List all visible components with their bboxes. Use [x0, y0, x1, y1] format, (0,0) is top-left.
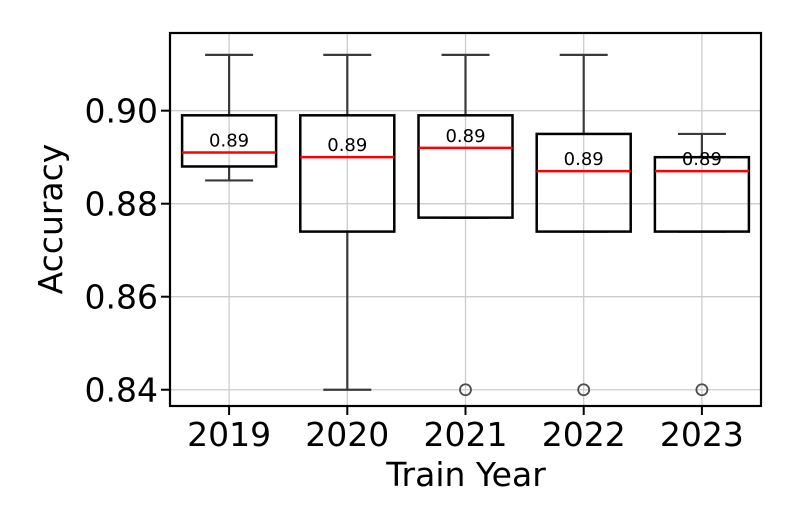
x-tick-label: 2020	[305, 415, 389, 454]
x-tick-label: 2023	[660, 415, 744, 454]
x-tick-label: 2022	[542, 415, 626, 454]
box	[535, 132, 632, 233]
y-axis-label: Accuracy	[31, 144, 70, 295]
outlier-point	[695, 383, 709, 397]
y-tick-label: 0.90	[85, 92, 158, 131]
box	[653, 155, 751, 233]
outlier-point	[459, 383, 472, 397]
median-label: 0.89	[327, 135, 367, 156]
x-axis-label: Train Year	[385, 455, 546, 494]
y-tick-label: 0.84	[85, 371, 158, 410]
outlier-point	[577, 383, 591, 397]
axis-layer: 0.84 0.86 0.88 0.90 2019 2020 2021 2022 2023	[85, 31, 763, 454]
x-tick-label: 2019	[187, 415, 271, 454]
median-label: 0.89	[564, 149, 604, 170]
x-tick-label: 2021	[424, 415, 508, 454]
box	[417, 114, 514, 219]
box-layer: 0.89 0.89 0.89 0.89 0.89	[180, 53, 751, 397]
y-tick-label: 0.88	[85, 185, 158, 224]
box	[299, 114, 396, 233]
y-tick-label: 0.86	[85, 278, 158, 317]
median-label: 0.89	[209, 131, 249, 152]
box	[180, 114, 278, 168]
median-label: 0.89	[445, 126, 485, 147]
median-label: 0.89	[682, 149, 722, 170]
